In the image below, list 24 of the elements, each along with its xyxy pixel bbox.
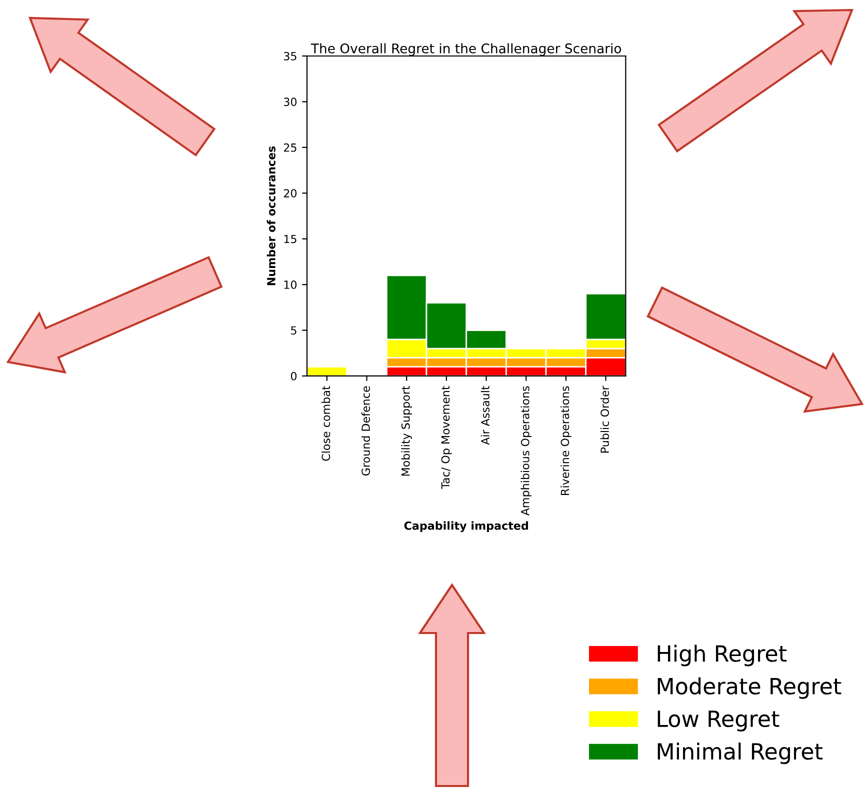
x-tick-label: Riverine Operations	[560, 386, 572, 495]
y-tick-label: 5	[291, 326, 296, 335]
y-tick-label: 10	[284, 280, 297, 289]
x-tick-label: Air Assault	[480, 386, 490, 445]
legend-label: Moderate Regret	[658, 677, 842, 699]
y-tick-label: 35	[284, 52, 296, 60]
chart-title: The Overall Regret in the Challenager Scenario	[310, 43, 622, 56]
y-tick-label: 15	[284, 234, 296, 244]
x-tick-label: Ground Defence	[361, 386, 370, 476]
y-tick-label: 25	[284, 143, 296, 152]
legend-label: Minimal Regret	[658, 742, 822, 764]
x-tick-label: Mobility Support	[401, 386, 412, 476]
y-tick-label: 30	[284, 98, 297, 106]
x-tick-label: Amphibious Operations	[520, 386, 532, 516]
legend-label: Low Regret	[658, 710, 780, 732]
bar	[306, 366, 348, 376]
x-tick-label: Close combat	[322, 386, 330, 461]
x-axis-title: Capability impacted	[404, 521, 528, 532]
legend-label: High Regret	[658, 644, 787, 666]
y-axis-title: Number of occurances	[266, 146, 276, 286]
y-tick-label: 20	[284, 189, 297, 198]
y-tick-label: 0	[290, 372, 297, 380]
x-tick-label: Public Order	[600, 386, 609, 453]
x-tick-label: Tac/ Op Movement	[441, 386, 452, 490]
